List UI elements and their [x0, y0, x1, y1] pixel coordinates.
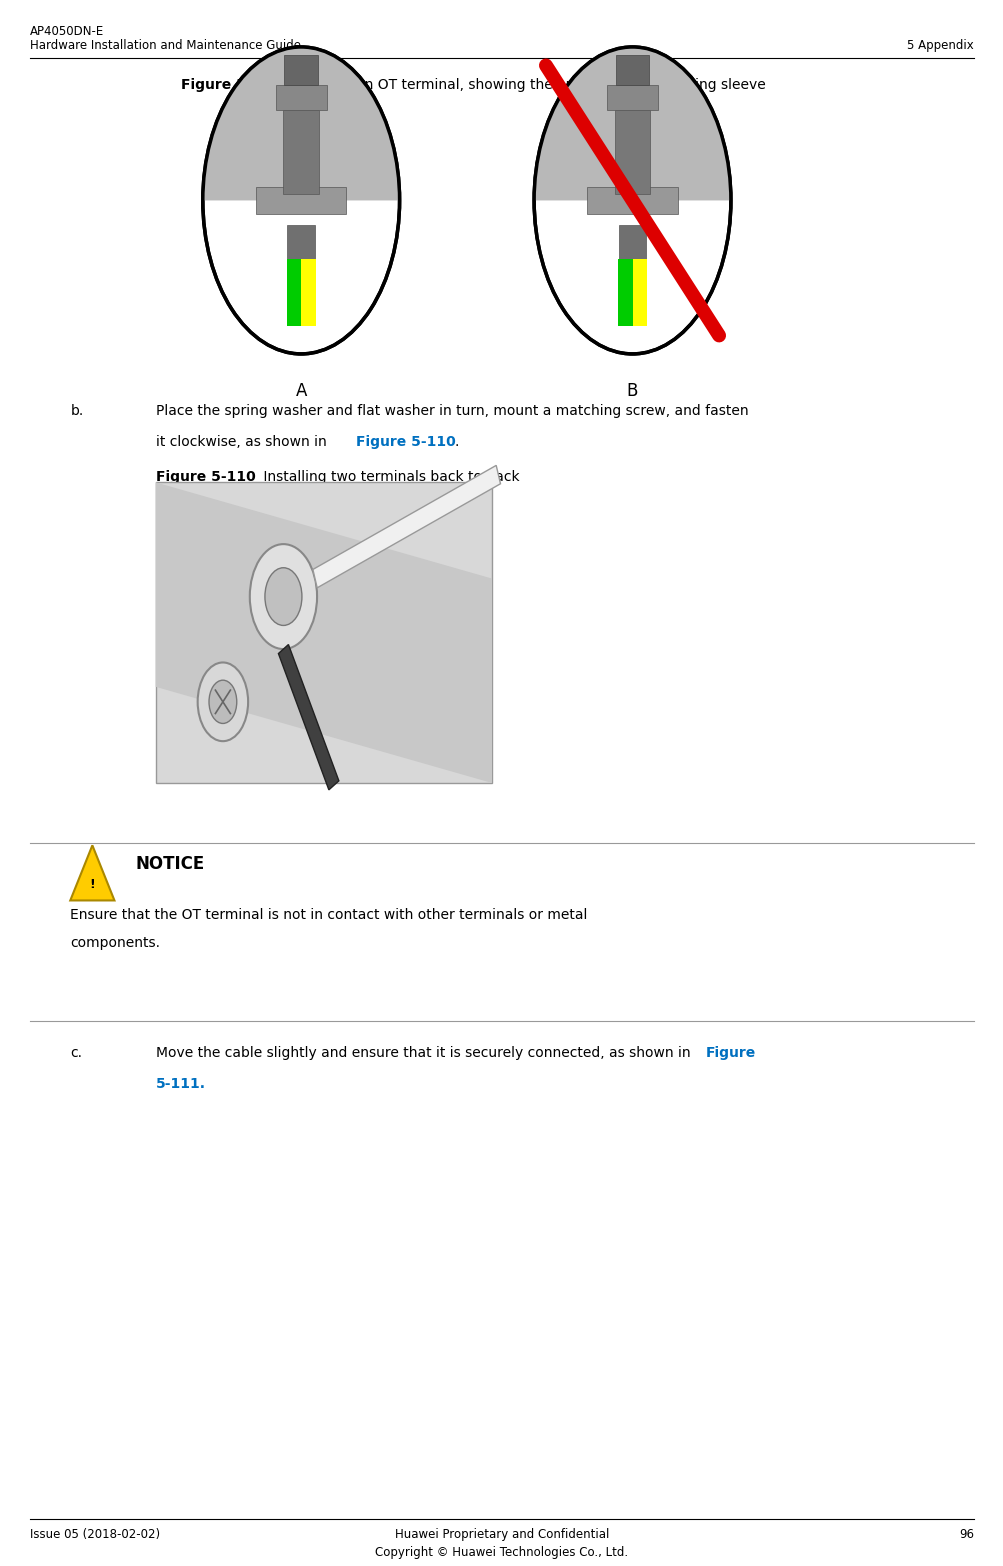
Text: 5 Appendix: 5 Appendix: [907, 39, 973, 52]
Bar: [256, 186, 346, 215]
Bar: [301, 258, 315, 326]
Text: B: B: [626, 382, 638, 399]
Text: Copyright © Huawei Technologies Co., Ltd.: Copyright © Huawei Technologies Co., Ltd…: [375, 1546, 628, 1558]
Text: components.: components.: [70, 936, 160, 951]
Polygon shape: [155, 482, 491, 783]
Bar: [284, 55, 318, 85]
Text: 5-111.: 5-111.: [155, 1077, 206, 1092]
Text: NOTICE: NOTICE: [135, 855, 205, 872]
Text: AP4050DN-E: AP4050DN-E: [30, 25, 104, 38]
Circle shape: [250, 543, 317, 648]
Bar: [632, 258, 646, 326]
Text: c.: c.: [70, 1046, 82, 1060]
Bar: [614, 110, 650, 194]
Bar: [283, 110, 319, 194]
Circle shape: [534, 47, 730, 354]
Bar: [287, 226, 315, 258]
Bar: [618, 258, 632, 326]
Text: Move the cable slightly and ensure that it is securely connected, as shown in: Move the cable slightly and ensure that …: [155, 1046, 694, 1060]
Text: Place the spring washer and flat washer in turn, mount a matching screw, and fas: Place the spring washer and flat washer …: [155, 404, 747, 418]
Bar: [618, 226, 646, 258]
Text: Figure 5-109: Figure 5-109: [181, 78, 280, 92]
Polygon shape: [70, 846, 114, 900]
Text: Figure 5-110: Figure 5-110: [356, 435, 455, 449]
Bar: [607, 85, 657, 110]
Bar: [155, 482, 491, 783]
Polygon shape: [278, 645, 339, 789]
Polygon shape: [534, 47, 730, 200]
Bar: [287, 258, 301, 326]
Text: b.: b.: [70, 404, 83, 418]
Text: it clockwise, as shown in: it clockwise, as shown in: [155, 435, 330, 449]
Text: .: .: [454, 435, 458, 449]
Text: 96: 96: [958, 1528, 973, 1541]
Circle shape: [265, 568, 302, 625]
Polygon shape: [203, 47, 399, 200]
Text: Figure: Figure: [705, 1046, 755, 1060]
Text: A: A: [295, 382, 307, 399]
Text: Hardware Installation and Maintenance Guide: Hardware Installation and Maintenance Gu…: [30, 39, 301, 52]
Text: Huawei Proprietary and Confidential: Huawei Proprietary and Confidential: [394, 1528, 609, 1541]
Polygon shape: [313, 465, 499, 587]
Bar: [587, 186, 677, 215]
Text: Installing two terminals back to back: Installing two terminals back to back: [259, 470, 520, 484]
Text: Ensure that the OT terminal is not in contact with other terminals or metal: Ensure that the OT terminal is not in co…: [70, 908, 587, 922]
Circle shape: [203, 47, 399, 354]
Circle shape: [209, 680, 237, 723]
Text: Issue 05 (2018-02-02): Issue 05 (2018-02-02): [30, 1528, 160, 1541]
Text: !: !: [89, 879, 95, 891]
Bar: [276, 85, 326, 110]
Text: Installing an OT terminal, showing the orientation of crimping sleeve: Installing an OT terminal, showing the o…: [284, 78, 765, 92]
Circle shape: [198, 662, 248, 741]
Text: Figure 5-110: Figure 5-110: [155, 470, 255, 484]
Bar: [615, 55, 649, 85]
